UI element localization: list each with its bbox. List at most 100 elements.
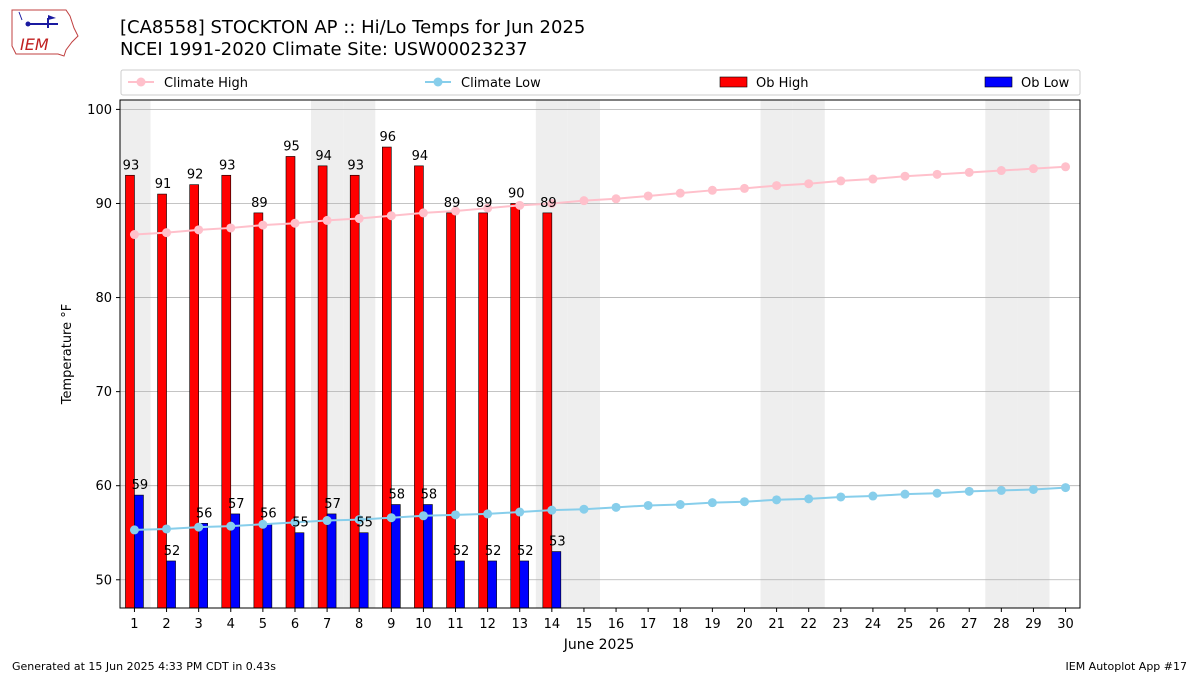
ob-high-bar-day-8: [349, 174, 360, 609]
x-tick-label-14: 14: [544, 617, 561, 632]
ob-low-bar-day-11: [455, 560, 465, 609]
x-tick-label-19: 19: [704, 617, 721, 632]
weekend-shade-day-22: [792, 100, 825, 608]
legend-climate-low-label: Climate Low: [461, 76, 541, 91]
x-tick-label-26: 26: [929, 617, 946, 632]
x-tick-label-27: 27: [961, 617, 978, 632]
climate-high-point-day-26: [932, 169, 942, 179]
x-tick-label-7: 7: [323, 617, 331, 632]
ob-high-label-day-9: 96: [380, 130, 397, 145]
climate-low-point-day-21: [772, 495, 782, 505]
climate-low-point-day-23: [836, 492, 846, 502]
ob-low-bar-day-13: [519, 560, 530, 609]
bar-value-labels: 93 91 92 93 89 95 94 93 96 94 89 89 90 89 59 52 56 57 56 55…: [123, 130, 566, 559]
climate-low-point-day-25: [900, 489, 910, 499]
ob-low-label-day-6: 55: [292, 516, 309, 531]
x-tick-label-18: 18: [672, 617, 689, 632]
climate-high-point-day-12: [483, 203, 493, 213]
climate-high-line: [134, 165, 1066, 236]
app-credit: IEM Autoplot App #17: [1065, 660, 1188, 673]
climate-high-point-day-3: [194, 225, 204, 235]
x-tick-label-11: 11: [447, 617, 464, 632]
climate-high-point-day-7: [322, 215, 332, 225]
gridlines: [120, 109, 1080, 581]
ob-high-label-day-6: 95: [283, 139, 300, 154]
y-tick-label-50: 50: [95, 573, 112, 588]
legend: Climate High Climate Low Ob High Ob Low: [120, 69, 1081, 96]
climate-low-point-day-30: [1061, 483, 1071, 493]
ob-high-label-day-12: 89: [476, 196, 493, 211]
ob-high-label-day-10: 94: [412, 149, 429, 164]
climate-high-point-day-2: [162, 228, 172, 238]
legend-box: [120, 69, 1081, 96]
climate-high-point-day-30: [1061, 162, 1071, 172]
climate-low-line: [134, 486, 1066, 531]
climate-high-point-day-5: [258, 220, 268, 230]
climate-high-point-day-4: [226, 223, 236, 233]
climate-low-point-day-7: [322, 516, 332, 526]
climate-low-point-day-2: [162, 524, 172, 534]
climate-low-point-day-9: [386, 513, 396, 523]
climate-low-point-day-14: [547, 505, 557, 515]
ob-low-bar-day-2: [166, 560, 176, 609]
ob-low-label-day-10: 58: [421, 488, 438, 503]
chart-title: [CA8558] STOCKTON AP :: Hi/Lo Temps for …: [120, 17, 586, 38]
weekend-shade-day-29: [1017, 100, 1050, 608]
legend-ob-low-label: Ob Low: [1021, 76, 1070, 91]
climate-low-point-day-5: [258, 519, 268, 529]
x-tick-label-24: 24: [865, 617, 882, 632]
climate-low-point-day-22: [804, 494, 814, 504]
climate-low-point-day-26: [932, 488, 942, 498]
ob-high-label-day-5: 89: [251, 196, 268, 211]
x-tick-label-15: 15: [576, 617, 593, 632]
climate-low-point-day-11: [451, 510, 461, 520]
weekend-shade-day-15: [567, 100, 600, 608]
x-tick-label-6: 6: [291, 617, 299, 632]
legend-climate-high-label: Climate High: [164, 76, 248, 91]
ob-low-bar-day-6: [294, 532, 305, 609]
legend-ob-high-swatch: [719, 76, 748, 88]
climate-low-point-day-3: [194, 522, 204, 532]
generated-timestamp: Generated at 15 Jun 2025 4:33 PM CDT in …: [12, 660, 277, 673]
y-axis-label: Temperature °F: [60, 304, 75, 405]
climate-low-point-day-13: [515, 507, 525, 517]
climate-low-point-day-18: [675, 500, 685, 510]
x-axis-label: June 2025: [563, 637, 635, 653]
ob-low-bar-day-7: [326, 513, 337, 609]
ob-high-bar-day-3: [189, 184, 199, 609]
ob-low-label-day-9: 58: [389, 488, 406, 503]
climate-high-point-day-10: [418, 208, 428, 218]
ob-low-label-day-14: 53: [549, 535, 566, 550]
climate-low-point-day-12: [483, 509, 493, 519]
ob-high-label-day-11: 89: [444, 196, 461, 211]
x-tick-label-8: 8: [355, 617, 363, 632]
climate-low-point-day-17: [643, 500, 653, 510]
ob-high-label-day-14: 89: [540, 196, 557, 211]
climate-high-point-day-17: [643, 191, 653, 201]
climate-low-point-day-27: [964, 486, 974, 496]
y-tick-label-60: 60: [95, 479, 112, 494]
x-tick-label-20: 20: [736, 617, 753, 632]
x-tick-label-23: 23: [833, 617, 850, 632]
climate-high-point-day-15: [579, 196, 589, 206]
x-tick-label-10: 10: [415, 617, 432, 632]
x-tick-label-22: 22: [800, 617, 817, 632]
ob-low-bar-day-3: [198, 523, 208, 609]
x-tick-label-2: 2: [162, 617, 170, 632]
climate-high-point-day-8: [354, 214, 364, 224]
climate-high-point-day-9: [386, 211, 396, 221]
y-tick-label-100: 100: [87, 103, 112, 118]
iem-logo-text: IEM: [20, 35, 49, 54]
y-tick-label-70: 70: [95, 385, 112, 400]
climate-low-point-day-20: [739, 497, 749, 507]
ob-low-label-day-7: 57: [324, 497, 341, 512]
ob-high-label-day-2: 91: [155, 177, 172, 192]
climate-high-point-day-16: [611, 194, 621, 204]
ob-low-label-day-13: 52: [517, 544, 534, 559]
ob-high-label-day-3: 92: [187, 168, 204, 183]
climate-lines: [129, 162, 1071, 535]
x-tick-label-28: 28: [993, 617, 1010, 632]
climate-high-point-day-27: [964, 167, 974, 177]
climate-low-point-day-6: [290, 517, 300, 527]
